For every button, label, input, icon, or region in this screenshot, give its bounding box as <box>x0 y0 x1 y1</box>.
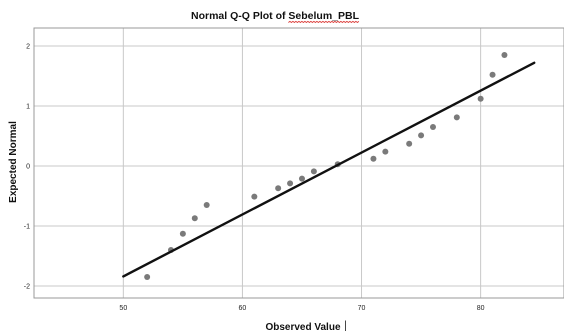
tick-labels: 50 60 70 80 2 1 0 -1 -2 <box>24 44 485 313</box>
chart-title: Normal Q-Q Plot of Sebelum_PBL <box>191 10 360 22</box>
data-point <box>501 52 508 58</box>
data-point <box>382 148 389 155</box>
y-tick-label: -1 <box>24 224 30 231</box>
data-point <box>489 71 496 78</box>
data-point <box>203 202 210 208</box>
data-point <box>179 230 186 237</box>
data-point <box>429 124 436 130</box>
chart-title-variable: Sebelum_PBL <box>288 10 359 22</box>
data-points <box>144 52 508 280</box>
gridlines <box>34 28 564 298</box>
data-point <box>477 95 484 102</box>
x-tick-label: 60 <box>239 305 247 312</box>
y-axis-label: Expected Normal <box>8 121 19 203</box>
chart-title-prefix: Normal Q-Q Plot of <box>191 10 288 22</box>
data-point <box>418 132 425 139</box>
data-point <box>251 193 258 200</box>
reference-line <box>122 61 536 278</box>
data-point <box>144 274 151 280</box>
data-point <box>370 155 377 162</box>
data-point <box>406 140 413 147</box>
data-point <box>310 168 317 175</box>
x-tick-label: 70 <box>358 305 366 312</box>
data-point <box>191 215 198 222</box>
x-tick-label: 80 <box>477 305 485 312</box>
y-tick-label: 0 <box>26 164 30 171</box>
y-tick-label: -2 <box>24 284 30 291</box>
data-point <box>298 175 305 182</box>
x-tick-label: 50 <box>119 305 127 312</box>
y-tick-label: 1 <box>26 104 30 111</box>
plot-frame <box>33 27 564 299</box>
data-point <box>275 185 282 192</box>
spellcheck-underline <box>288 20 360 24</box>
x-axis-label: Observed Value <box>265 322 340 333</box>
data-point <box>453 114 460 121</box>
data-point <box>287 180 294 187</box>
y-tick-label: 2 <box>26 44 30 51</box>
